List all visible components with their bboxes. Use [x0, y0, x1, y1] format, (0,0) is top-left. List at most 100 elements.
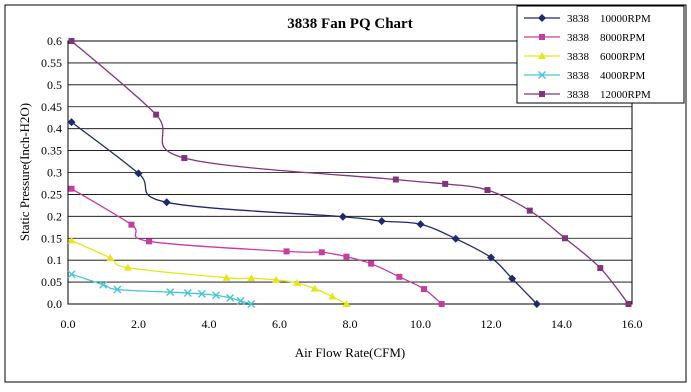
data-point-3838-6000rpm-9 [342, 300, 351, 307]
data-point-3838-10000rpm-6 [451, 234, 460, 243]
y-tick-label: 0.4 [47, 122, 62, 136]
data-point-3838-4000rpm-5-b [197, 289, 206, 298]
data-point-3838-12000rpm-4 [442, 180, 449, 187]
data-point-3838-10000rpm-0 [67, 118, 76, 127]
data-point-3838-4000rpm-7 [226, 293, 235, 302]
data-point-3838-10000rpm-9 [532, 300, 541, 308]
data-point-3838-12000rpm-7 [562, 235, 569, 242]
data-point-3838-12000rpm-1 [153, 111, 160, 118]
y-axis-label: Static Pressure(Inch-H2O) [17, 103, 32, 241]
y-tick-label: 0.05 [41, 275, 62, 289]
series-line-3838-8000rpm [71, 188, 443, 305]
data-point-3838-4000rpm-2 [113, 285, 122, 294]
data-point-3838-4000rpm-6 [212, 291, 221, 300]
series-3838-12000rpm [68, 38, 632, 307]
data-point-3838-8000rpm-9 [438, 301, 445, 307]
x-tick-label: 2.0 [131, 317, 146, 331]
x-tick-label: 0.0 [61, 317, 76, 331]
x-tick-label: 16.0 [622, 317, 643, 331]
data-point-3838-6000rpm-6 [293, 278, 302, 286]
data-point-3838-4000rpm-3 [166, 288, 175, 297]
legend-item-3838-4000rpm: 3838 4000RPM [524, 70, 645, 82]
data-point-3838-6000rpm-8 [328, 292, 337, 300]
data-point-3838-4000rpm-0-b [67, 270, 76, 279]
y-tick-label: 0.1 [47, 253, 62, 267]
data-point-3838-12000rpm-5 [484, 187, 491, 194]
x-tick-label: 14.0 [551, 317, 572, 331]
data-point-3838-12000rpm-0 [68, 38, 75, 44]
data-point-3838-12000rpm-2 [181, 155, 188, 162]
data-point-3838-4000rpm-4-b [183, 289, 192, 298]
data-point-3838-8000rpm-1 [128, 221, 135, 228]
series-line-3838-4000rpm [71, 273, 252, 305]
data-point-3838-12000rpm-8 [597, 265, 604, 272]
y-tick-label: 0.55 [41, 56, 62, 70]
series-line-3838-6000rpm [71, 239, 347, 305]
legend-label-3838-12000rpm: 3838 12000RPM [567, 89, 651, 101]
data-point-3838-10000rpm-1 [134, 169, 143, 178]
series-3838-8000rpm [68, 185, 445, 307]
y-tick-label: 0.15 [41, 231, 62, 245]
y-tick-label: 0.5 [47, 78, 62, 92]
data-point-3838-4000rpm-9-b [247, 300, 256, 308]
data-point-3838-4000rpm-5 [197, 289, 206, 298]
data-point-3838-10000rpm-7 [487, 253, 495, 262]
y-tick-label: 0.6 [47, 34, 62, 48]
y-tick-label: 0.25 [41, 187, 62, 201]
legend-item-3838-8000rpm: 3838 8000RPM [524, 32, 645, 44]
y-tick-label: 0.3 [47, 166, 62, 180]
data-point-3838-12000rpm-9 [625, 301, 632, 307]
legend-label-3838-8000rpm: 3838 8000RPM [567, 32, 645, 44]
chart-title: 3838 Fan PQ Chart [287, 16, 412, 32]
legend-marker-3838-12000rpm [539, 91, 545, 97]
x-tick-label: 8.0 [343, 317, 358, 331]
legend-item-3838-10000rpm: 3838 10000RPM [524, 13, 651, 25]
legend-marker-3838-4000rpm-b [538, 71, 546, 79]
legend: 3838 10000RPM 3838 8000RPM 3838 6000RPM 383… [516, 5, 685, 104]
legend-label-3838-10000rpm: 3838 10000RPM [567, 13, 651, 25]
data-point-3838-4000rpm-1 [99, 280, 108, 289]
data-point-3838-6000rpm-7 [310, 284, 319, 292]
legend-label-3838-6000rpm: 3838 6000RPM [567, 51, 645, 63]
x-tick-label: 12.0 [481, 317, 502, 331]
data-point-3838-8000rpm-4 [318, 249, 325, 256]
legend-box [516, 5, 685, 104]
series-line-3838-12000rpm [71, 40, 629, 305]
data-point-3838-12000rpm-3 [392, 176, 399, 183]
data-point-3838-8000rpm-8 [421, 286, 428, 293]
legend-item-3838-6000rpm: 3838 6000RPM [524, 51, 645, 63]
series-3838-4000rpm [67, 270, 256, 308]
x-tick-label: 4.0 [202, 317, 217, 331]
y-tick-label: 0.0 [47, 297, 62, 311]
series-3838-6000rpm [67, 236, 351, 307]
data-point-3838-4000rpm-7-b [226, 293, 235, 302]
data-point-3838-8000rpm-3 [283, 248, 290, 255]
data-point-3838-6000rpm-4 [247, 274, 256, 282]
x-tick-label: 10.0 [410, 317, 431, 331]
legend-marker-3838-8000rpm [539, 34, 545, 40]
data-point-3838-4000rpm-1-b [99, 280, 108, 289]
data-point-3838-8000rpm-5 [343, 253, 350, 260]
data-point-3838-4000rpm-2-b [113, 285, 122, 294]
series-layer [67, 38, 632, 308]
y-tick-label: 0.35 [41, 144, 62, 158]
data-point-3838-8000rpm-7 [396, 273, 403, 280]
data-point-3838-8000rpm-6 [368, 260, 375, 267]
y-tick-label: 0.2 [47, 209, 62, 223]
data-point-3838-6000rpm-1 [106, 253, 115, 261]
data-point-3838-6000rpm-3 [222, 273, 231, 281]
y-tick-label: 0.45 [41, 100, 62, 114]
legend-marker-3838-10000rpm [538, 14, 546, 22]
data-point-3838-4000rpm-6-b [212, 291, 221, 300]
data-point-3838-4000rpm-8-b [236, 296, 245, 305]
data-point-3838-10000rpm-5 [416, 220, 425, 229]
legend-label-3838-4000rpm: 3838 4000RPM [567, 70, 645, 82]
data-point-3838-10000rpm-3 [338, 212, 347, 221]
data-point-3838-4000rpm-8 [236, 296, 245, 305]
series-3838-10000rpm [67, 118, 541, 308]
data-point-3838-8000rpm-2 [146, 238, 153, 245]
legend-item-3838-12000rpm: 3838 12000RPM [524, 89, 651, 101]
data-point-3838-10000rpm-4 [377, 217, 386, 226]
data-point-3838-10000rpm-2 [162, 198, 171, 207]
